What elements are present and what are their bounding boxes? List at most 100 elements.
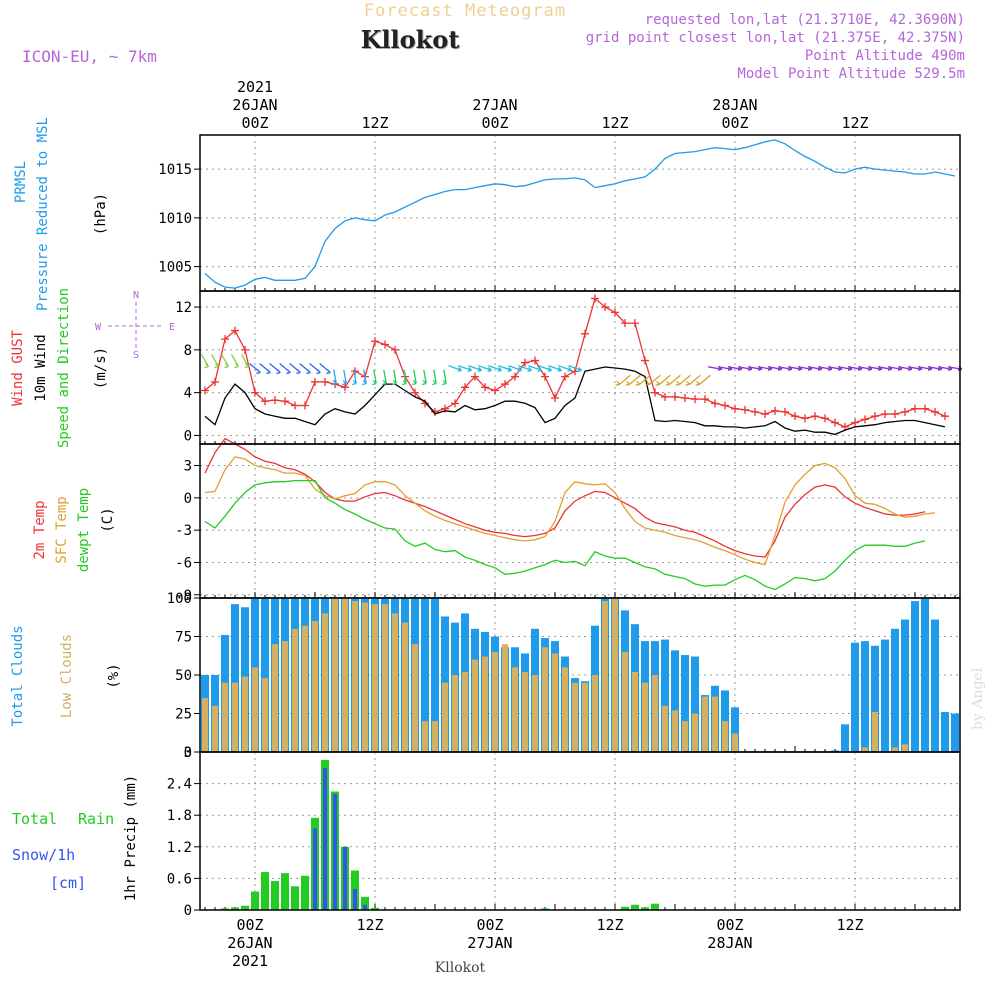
- wind-arrow: [412, 369, 417, 386]
- ytick-label-pressure: 1010: [158, 211, 192, 227]
- low-cloud-bar: [372, 604, 378, 752]
- series-line-temperature-1: [204, 456, 936, 566]
- ytick-label-wind: 8: [184, 343, 192, 359]
- total-cloud-bar: [691, 656, 699, 752]
- total-cloud-bar: [931, 619, 939, 752]
- ytick-label-clouds: 0: [184, 745, 192, 761]
- top-time-label: 12Z: [601, 114, 628, 132]
- gust-marker: [391, 345, 399, 354]
- wind-arrow: [309, 363, 321, 375]
- panel-frame-temperature: [199, 443, 961, 599]
- ytick-label-pressure: 1005: [158, 260, 192, 276]
- chart-title: Kllokot: [361, 25, 460, 54]
- wind-arrow: [319, 363, 331, 375]
- snow-bar: [363, 904, 367, 910]
- info-line-model-altitude: Model Point Altitude 529.5m: [737, 66, 965, 82]
- low-cloud-bar: [352, 601, 358, 752]
- low-cloud-bar: [322, 613, 328, 752]
- gust-marker: [721, 401, 729, 410]
- gust-marker: [771, 406, 779, 415]
- rain-bar: [641, 907, 649, 910]
- gust-marker: [341, 383, 349, 392]
- low-cloud-bar: [672, 710, 678, 752]
- wind-arrow: [528, 365, 543, 373]
- gust-marker: [481, 383, 489, 392]
- wind-arrow: [655, 374, 671, 386]
- wind-arrow: [448, 365, 463, 373]
- wind-arrow: [332, 369, 337, 386]
- top-time-label: 27JAN: [472, 96, 517, 114]
- gust-marker: [471, 372, 479, 381]
- wind-arrow: [558, 365, 573, 373]
- low-cloud-bar: [512, 667, 518, 752]
- series-line-wind-1: [204, 366, 946, 436]
- top-time-label: 12Z: [841, 114, 868, 132]
- low-cloud-bar: [872, 711, 878, 752]
- gust-marker: [201, 386, 209, 395]
- label-wind-gust: Wind GUST: [10, 330, 26, 406]
- low-cloud-bar: [582, 682, 588, 752]
- gust-marker: [871, 412, 879, 421]
- top-time-label: 00Z: [481, 114, 508, 132]
- snow-bar: [313, 828, 317, 910]
- wind-arrow: [372, 369, 377, 386]
- gust-marker: [291, 401, 299, 410]
- wind-arrow: [289, 363, 301, 375]
- top-time-label: 26JAN: [232, 96, 277, 114]
- total-cloud-bar: [261, 598, 269, 752]
- series-line-wind-0: [204, 297, 946, 428]
- gust-marker: [781, 407, 789, 416]
- low-cloud-bar: [342, 598, 348, 752]
- low-cloud-bar: [712, 696, 718, 752]
- gust-marker: [641, 356, 649, 365]
- total-cloud-bar: [731, 707, 739, 752]
- wind-arrow: [695, 374, 711, 386]
- low-cloud-bar: [572, 682, 578, 752]
- low-cloud-bar: [612, 598, 618, 752]
- top-time-label: 12Z: [361, 114, 388, 132]
- label-rain: Rain: [78, 810, 114, 828]
- total-cloud-bar: [901, 619, 909, 752]
- gust-marker: [691, 395, 699, 404]
- low-cloud-bar: [312, 621, 318, 752]
- gust-marker: [881, 410, 889, 419]
- gust-marker: [801, 414, 809, 423]
- low-cloud-bar: [622, 651, 628, 752]
- gust-marker: [521, 358, 529, 367]
- label-snow: Snow/1h: [12, 846, 75, 864]
- gust-marker: [911, 404, 919, 413]
- series-line-temperature-0: [204, 437, 926, 558]
- low-cloud-bar: [382, 604, 388, 752]
- gust-marker: [211, 377, 219, 386]
- snow-bar: [323, 767, 327, 910]
- gust-marker: [941, 412, 949, 421]
- label-2m-temp: 2m Temp: [32, 500, 48, 559]
- low-cloud-bar: [722, 721, 728, 752]
- gust-marker: [901, 407, 909, 416]
- ytick-label-precipitation: 1.2: [167, 840, 192, 856]
- bottom-time-label: 00Z: [476, 916, 503, 934]
- compass-e: E: [169, 322, 175, 333]
- gust-marker: [621, 319, 629, 328]
- gust-marker: [661, 392, 669, 401]
- gust-marker: [701, 395, 709, 404]
- rain-bar: [251, 891, 259, 910]
- total-cloud-bar: [231, 604, 239, 752]
- wind-arrow: [299, 363, 311, 375]
- model-label: ICON-EU, ~ 7km: [22, 47, 157, 66]
- compass-rose: N S W E: [95, 290, 175, 361]
- wind-arrow: [362, 369, 367, 386]
- ytick-label-temperature: -6: [175, 555, 192, 571]
- plot-layer: 10051010101504812-9-6-303025507510000.61…: [158, 78, 963, 970]
- low-cloud-bar: [662, 705, 668, 752]
- low-cloud-bar: [402, 622, 408, 752]
- top-time-label: 00Z: [721, 114, 748, 132]
- bottom-time-label: 2021: [232, 952, 268, 970]
- wind-arrow: [432, 369, 437, 386]
- rain-bar: [541, 908, 549, 910]
- gust-marker: [321, 377, 329, 386]
- series-line-temperature-2: [204, 479, 926, 591]
- chart-subtitle: Forecast Meteogram: [364, 1, 566, 21]
- wind-arrow: [249, 363, 261, 375]
- wind-arrow: [508, 365, 523, 373]
